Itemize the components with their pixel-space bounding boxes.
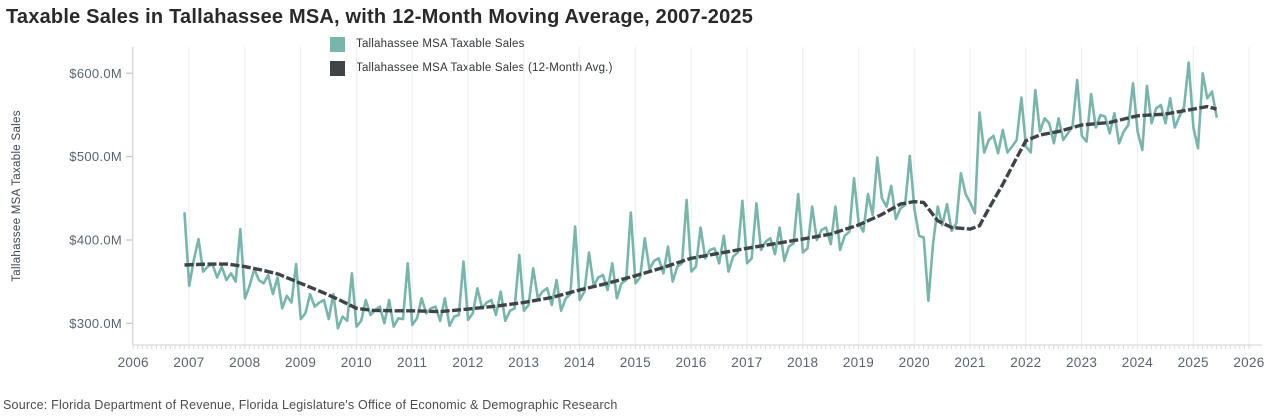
- source-attribution: Source: Florida Department of Revenue, F…: [3, 398, 618, 412]
- x-tick-label: 2014: [564, 355, 595, 370]
- y-tick-label: $300.0M: [69, 316, 122, 331]
- x-tick-label: 2023: [1066, 355, 1097, 370]
- x-tick-label: 2024: [1122, 355, 1153, 370]
- x-tick-label: 2019: [843, 355, 874, 370]
- x-tick-label: 2009: [285, 355, 316, 370]
- x-tick-label: 2018: [787, 355, 818, 370]
- legend-label-avg: Tallahassee MSA Taxable Sales (12-Month …: [356, 62, 613, 74]
- x-tick-label: 2015: [620, 355, 651, 370]
- x-tick-label: 2007: [173, 355, 204, 370]
- x-tick-label: 2011: [397, 355, 427, 370]
- y-tick-label: $500.0M: [69, 149, 122, 164]
- x-tick-label: 2010: [341, 355, 372, 370]
- chart-legend: Tallahassee MSA Taxable Sales Tallahasse…: [330, 36, 613, 84]
- legend-item-avg: Tallahassee MSA Taxable Sales (12-Month …: [330, 60, 613, 76]
- x-tick-label: 2021: [954, 355, 985, 370]
- x-tick-label: 2006: [118, 355, 149, 370]
- legend-item-monthly: Tallahassee MSA Taxable Sales: [330, 36, 613, 52]
- x-tick-label: 2008: [229, 355, 260, 370]
- legend-swatch-avg: [330, 60, 345, 76]
- series-monthly-sales-line: [183, 61, 1218, 330]
- x-tick-label: 2020: [899, 355, 930, 370]
- y-tick-label: $600.0M: [69, 66, 122, 81]
- legend-label-monthly: Tallahassee MSA Taxable Sales: [356, 38, 525, 50]
- x-tick-label: 2017: [731, 355, 762, 370]
- legend-swatch-monthly: [330, 36, 345, 52]
- series-moving-average-line: [184, 104, 1218, 314]
- plot-hover-area[interactable]: [133, 47, 1263, 345]
- x-tick-label: 2016: [675, 355, 706, 370]
- x-tick-label: 2012: [452, 355, 483, 370]
- x-tick-label: 2022: [1010, 355, 1041, 370]
- x-tick-label: 2025: [1178, 355, 1209, 370]
- y-tick-label: $400.0M: [69, 232, 122, 247]
- x-tick-label: 2026: [1233, 355, 1264, 370]
- x-tick-label: 2013: [508, 355, 539, 370]
- chart-title: Taxable Sales in Tallahassee MSA, with 1…: [6, 6, 754, 28]
- y-axis-title: Tallahassee MSA Taxable Sales: [11, 110, 23, 282]
